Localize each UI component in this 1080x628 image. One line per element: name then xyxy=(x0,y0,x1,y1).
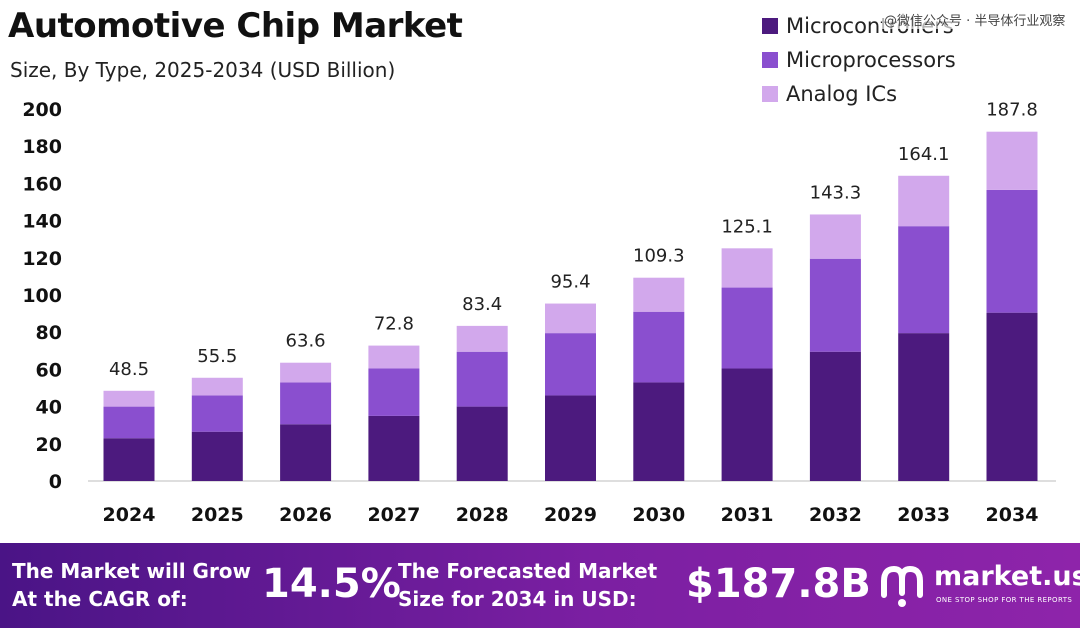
chart-legend: Microcontrollers Microprocessors Analog … xyxy=(762,4,1080,108)
forecast-label: The Forecasted Market Size for 2034 in U… xyxy=(398,557,657,613)
chart-title: Automotive Chip Market xyxy=(8,6,463,46)
bar-segment-analog-ics xyxy=(280,362,332,383)
chart-subtitle: Size, By Type, 2025-2034 (USD Billion) xyxy=(10,58,396,82)
x-tick-label: 2027 xyxy=(367,504,420,526)
total-labels: 48.5 55.5 63.6 72.8 83.4 95.4 109.3 125.1 143.3 1… xyxy=(109,100,1038,380)
bar-segment-microprocessors xyxy=(545,333,596,396)
total-label: 125.1 xyxy=(721,216,773,237)
bar-segment-microprocessors xyxy=(633,311,685,383)
x-axis: 2024 2025 2026 2027 2028 2029 2030 2031 2032 2033… xyxy=(103,504,1039,526)
y-tick-label: 40 xyxy=(36,397,62,419)
bar-segment-analog-ics xyxy=(545,303,596,334)
bar-segment-microcontrollers xyxy=(103,438,155,481)
y-tick-label: 120 xyxy=(22,248,62,270)
total-label: 143.3 xyxy=(810,182,862,203)
bar-segment-microcontrollers xyxy=(368,415,420,481)
bar-segment-microcontrollers xyxy=(898,333,950,481)
x-tick-label: 2028 xyxy=(456,504,509,526)
y-tick-label: 0 xyxy=(49,471,62,493)
cagr-value: 14.5% xyxy=(262,561,401,607)
bar-segment-microprocessors xyxy=(103,406,155,439)
x-tick-label: 2024 xyxy=(103,504,156,526)
legend-swatch-analog-ics xyxy=(762,86,778,102)
brand-name: market.us xyxy=(934,561,1080,592)
bar-segment-microprocessors xyxy=(809,258,861,352)
y-tick-label: 160 xyxy=(22,173,62,195)
market-us-logo-icon xyxy=(881,565,923,607)
y-tick-label: 200 xyxy=(22,99,62,121)
total-label: 95.4 xyxy=(550,272,590,293)
x-tick-label: 2029 xyxy=(544,504,597,526)
forecast-label-line1: The Forecasted Market xyxy=(398,559,658,583)
cagr-label-line2: At the CAGR of: xyxy=(12,587,188,611)
y-tick-label: 80 xyxy=(36,322,62,344)
legend-label-microprocessors: Microprocessors xyxy=(786,48,956,72)
total-label: 109.3 xyxy=(633,246,685,267)
bar-segment-analog-ics xyxy=(103,390,155,407)
legend-label-analog-ics: Analog ICs xyxy=(786,82,898,106)
bar-segment-analog-ics xyxy=(456,325,508,352)
bar-segment-analog-ics xyxy=(986,131,1038,190)
x-tick-label: 2034 xyxy=(986,504,1039,526)
bar-segment-analog-ics xyxy=(898,175,950,227)
x-tick-label: 2026 xyxy=(279,504,332,526)
legend-swatch-microprocessors xyxy=(762,52,778,68)
total-label: 55.5 xyxy=(197,346,237,367)
forecast-label-line2: Size for 2034 in USD: xyxy=(398,587,637,611)
bar-segment-analog-ics xyxy=(721,248,773,288)
bar-segment-microprocessors xyxy=(191,395,243,432)
bar-segment-microcontrollers xyxy=(986,312,1038,481)
y-tick-label: 140 xyxy=(22,211,62,233)
total-label: 164.1 xyxy=(898,144,950,165)
x-tick-label: 2031 xyxy=(721,504,774,526)
brand-tagline: ONE STOP SHOP FOR THE REPORTS xyxy=(936,596,1073,604)
y-axis: 0 20 40 60 80 100 120 140 160 180 200 xyxy=(22,99,62,493)
y-tick-label: 60 xyxy=(36,359,62,381)
bar-segment-microcontrollers xyxy=(191,431,243,481)
cagr-label-line1: The Market will Grow xyxy=(12,559,252,583)
bar-segment-microprocessors xyxy=(898,226,950,334)
bar-segment-microprocessors xyxy=(456,351,508,407)
x-tick-label: 2030 xyxy=(632,504,685,526)
cagr-label: The Market will Grow At the CAGR of: xyxy=(12,557,251,613)
total-label: 48.5 xyxy=(109,359,149,380)
x-tick-label: 2025 xyxy=(191,504,244,526)
x-tick-label: 2033 xyxy=(897,504,950,526)
legend-swatch-microcontrollers xyxy=(762,18,778,34)
y-tick-label: 20 xyxy=(36,434,62,456)
bar-segment-microcontrollers xyxy=(545,395,596,481)
bar-segment-analog-ics xyxy=(809,214,861,259)
total-label: 187.8 xyxy=(986,100,1038,121)
bar-segment-microcontrollers xyxy=(456,406,508,481)
total-label: 83.4 xyxy=(462,294,502,315)
x-tick-label: 2032 xyxy=(809,504,862,526)
bar-segment-microcontrollers xyxy=(809,351,861,481)
bar-segment-microprocessors xyxy=(721,287,773,369)
bar-segment-analog-ics xyxy=(368,345,420,369)
bar-segment-microprocessors xyxy=(280,382,332,425)
bar-segment-analog-ics xyxy=(633,277,685,312)
total-label: 72.8 xyxy=(374,314,414,335)
watermark: @微信公众号 · 半导体行业观察 xyxy=(882,10,1068,29)
summary-banner: The Market will Grow At the CAGR of: 14.… xyxy=(0,543,1080,628)
y-tick-label: 100 xyxy=(22,285,62,307)
bar-segment-analog-ics xyxy=(191,377,243,396)
bar-segment-microcontrollers xyxy=(280,424,332,481)
y-tick-label: 180 xyxy=(22,136,62,158)
brand-logo: market.us ONE STOP SHOP FOR THE REPORTS xyxy=(876,559,1080,615)
forecast-value: $187.8B xyxy=(686,561,871,607)
bars xyxy=(103,131,1038,481)
bar-segment-microprocessors xyxy=(986,189,1038,313)
bar-segment-microcontrollers xyxy=(721,368,773,481)
stacked-bar-chart: 0 20 40 60 80 100 120 140 160 180 200 48.5 55.5 63.6… xyxy=(22,99,1056,526)
total-label: 63.6 xyxy=(286,331,326,352)
bar-segment-microcontrollers xyxy=(633,382,685,481)
bar-segment-microprocessors xyxy=(368,368,420,416)
